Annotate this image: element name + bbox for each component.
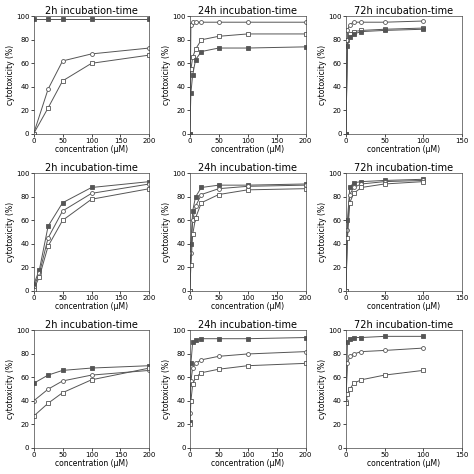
X-axis label: concentration (μM): concentration (μM) — [55, 302, 128, 311]
Title: 72h incubation-time: 72h incubation-time — [354, 6, 454, 16]
Y-axis label: cytotoxicity (%): cytotoxicity (%) — [162, 359, 171, 419]
Title: 2h incubation-time: 2h incubation-time — [45, 6, 138, 16]
Y-axis label: cytotoxicity (%): cytotoxicity (%) — [162, 202, 171, 262]
Y-axis label: cytotoxicity (%): cytotoxicity (%) — [6, 45, 15, 105]
Y-axis label: cytotoxicity (%): cytotoxicity (%) — [6, 359, 15, 419]
Title: 24h incubation-time: 24h incubation-time — [198, 6, 297, 16]
Y-axis label: cytotoxicity (%): cytotoxicity (%) — [318, 202, 327, 262]
X-axis label: concentration (μM): concentration (μM) — [367, 146, 440, 155]
Y-axis label: cytotoxicity (%): cytotoxicity (%) — [318, 45, 327, 105]
Y-axis label: cytotoxicity (%): cytotoxicity (%) — [6, 202, 15, 262]
X-axis label: concentration (μM): concentration (μM) — [55, 459, 128, 468]
Y-axis label: cytotoxicity (%): cytotoxicity (%) — [162, 45, 171, 105]
Title: 2h incubation-time: 2h incubation-time — [45, 319, 138, 330]
X-axis label: concentration (μM): concentration (μM) — [55, 146, 128, 155]
Y-axis label: cytotoxicity (%): cytotoxicity (%) — [318, 359, 327, 419]
X-axis label: concentration (μM): concentration (μM) — [211, 459, 284, 468]
Title: 24h incubation-time: 24h incubation-time — [198, 163, 297, 173]
X-axis label: concentration (μM): concentration (μM) — [367, 302, 440, 311]
X-axis label: concentration (μM): concentration (μM) — [211, 302, 284, 311]
Title: 24h incubation-time: 24h incubation-time — [198, 319, 297, 330]
X-axis label: concentration (μM): concentration (μM) — [211, 146, 284, 155]
X-axis label: concentration (μM): concentration (μM) — [367, 459, 440, 468]
Title: 2h incubation-time: 2h incubation-time — [45, 163, 138, 173]
Title: 72h incubation-time: 72h incubation-time — [354, 319, 454, 330]
Title: 72h incubation-time: 72h incubation-time — [354, 163, 454, 173]
